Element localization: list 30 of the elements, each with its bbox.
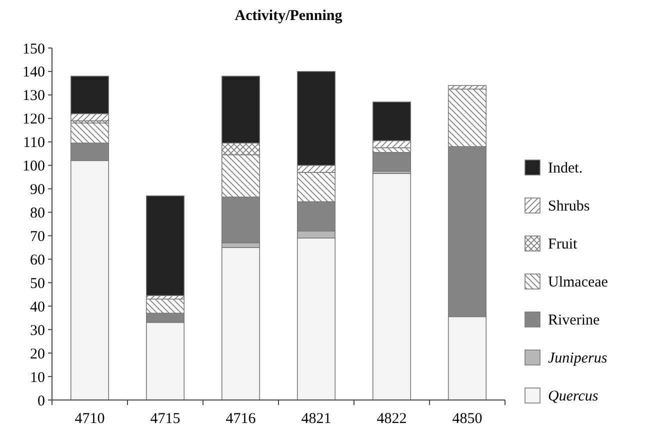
x-tick-label: 4850	[452, 411, 482, 427]
y-tick-label: 30	[30, 322, 45, 339]
legend-label: Juniperus	[548, 350, 608, 366]
legend-label: Indet.	[548, 160, 583, 176]
y-tick-label: 70	[30, 228, 45, 245]
legend-label: Shrubs	[548, 198, 590, 214]
legend-label: Fruit	[548, 236, 578, 252]
x-tick-label: 4821	[301, 411, 332, 427]
y-tick-label: 130	[22, 88, 45, 104]
legend-label: Riverine	[548, 312, 600, 328]
legend-label: Ulmaceae	[548, 274, 608, 290]
legend-label: Quercus	[548, 388, 598, 404]
y-tick-label: 120	[22, 112, 45, 128]
x-tick-label: 4716	[226, 411, 256, 427]
chart-title: Activity/Penning	[234, 8, 343, 24]
y-tick-label: 140	[22, 64, 45, 81]
y-tick-label: 20	[30, 346, 45, 362]
y-tick-label: 50	[30, 276, 45, 292]
y-tick-label: 10	[30, 370, 45, 386]
y-tick-label: 100	[22, 158, 45, 175]
x-tick-label: 4715	[150, 411, 180, 427]
y-tick-label: 40	[30, 299, 45, 316]
x-tick-label: 4710	[74, 411, 105, 427]
x-tick-label: 4822	[376, 411, 407, 427]
y-tick-label: 90	[30, 182, 45, 198]
y-tick-label: 150	[22, 41, 45, 58]
y-tick-label: 80	[30, 206, 45, 222]
y-tick-label: 110	[23, 135, 45, 152]
y-tick-label: 0	[38, 393, 45, 410]
y-tick-label: 60	[30, 252, 45, 268]
